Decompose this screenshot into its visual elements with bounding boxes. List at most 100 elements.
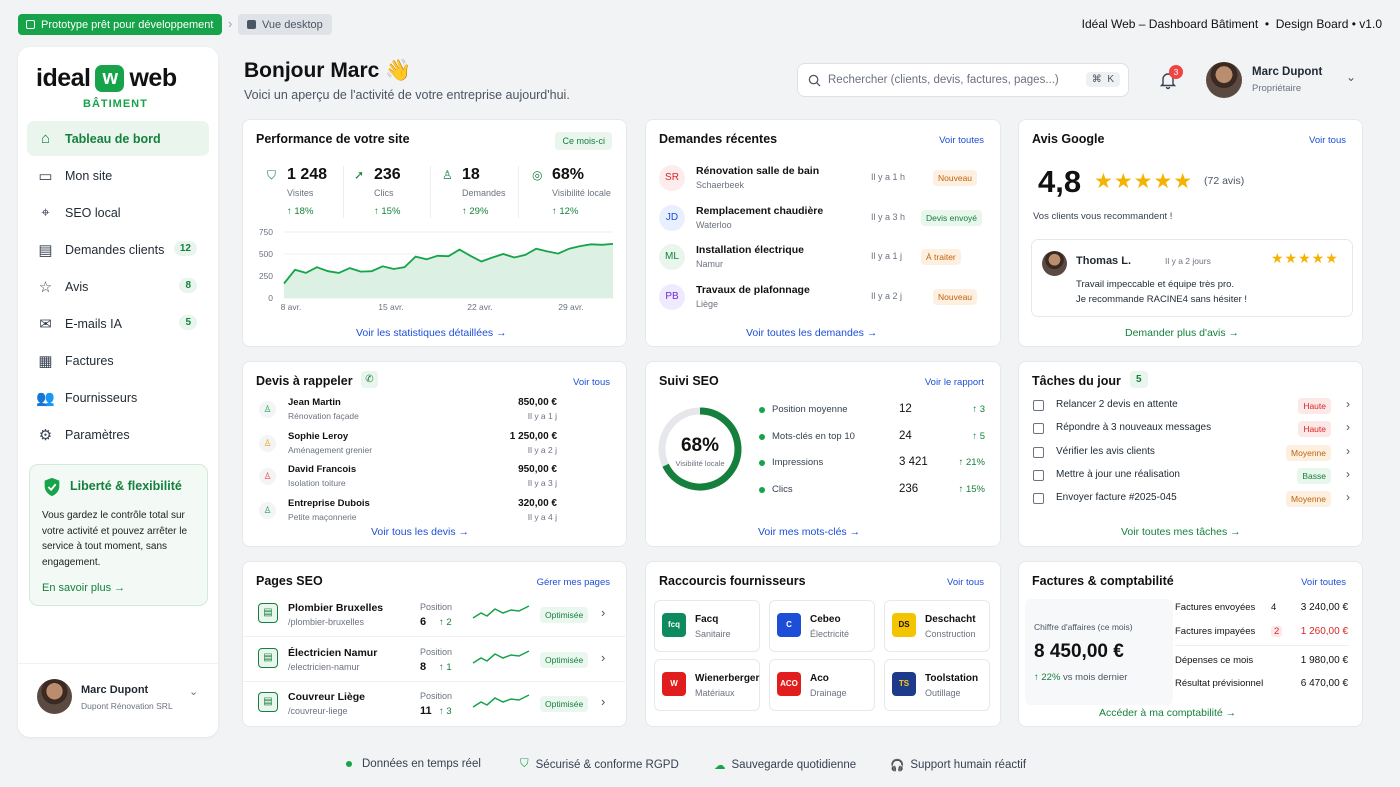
divider (1175, 645, 1349, 646)
header-user-name: Marc Dupont (1252, 66, 1323, 78)
task-checkbox[interactable] (1033, 400, 1044, 411)
dot-icon (346, 761, 352, 767)
priority-badge: Haute (1298, 421, 1331, 438)
seo-page-row[interactable]: ▤ Couvreur Liège /couvreur-liege Positio… (243, 686, 628, 726)
chevron-right-icon: › (1346, 397, 1350, 411)
header-avatar[interactable] (1206, 62, 1242, 98)
sidebar-item-4[interactable]: ☆ Avis 8 (27, 269, 209, 304)
x-tick-label: 15 avr. (378, 302, 404, 312)
search-input[interactable]: Rechercher (clients, devis, factures, pa… (797, 63, 1129, 97)
task-item[interactable]: Relancer 2 devis en attente Haute › (1019, 397, 1364, 417)
task-checkbox[interactable] (1033, 446, 1044, 458)
quote-item[interactable]: ♙ Jean Martin Rénovation façade 850,00 €… (243, 396, 628, 426)
view-all-reviews-link[interactable]: Voir tous (1309, 135, 1346, 146)
view-desktop-badge[interactable]: Vue desktop (238, 14, 332, 35)
task-item[interactable]: Envoyer facture #2025-045 Moyenne › (1019, 490, 1364, 510)
keywords-link[interactable]: Voir mes mots-clés → (758, 526, 861, 538)
seo-page-row[interactable]: ▤ Plombier Bruxelles /plombier-bruxelles… (243, 597, 628, 637)
series-line (283, 243, 614, 285)
suppliers-title: Raccourcis fournisseurs (659, 574, 806, 588)
user-icon: ♙ (259, 434, 276, 452)
sidebar-item-3[interactable]: ▤ Demandes clients 12 (27, 232, 209, 267)
request-item[interactable]: SR Rénovation salle de bain Schaerbeek I… (646, 164, 1002, 200)
seo-metric-row: Position moyenne 12 ↑ 3 (646, 403, 1002, 419)
period-select[interactable]: Ce mois-ci (555, 132, 612, 150)
rating-value: 4,8 (1038, 164, 1082, 199)
seo-title: Suivi SEO (659, 374, 719, 388)
all-tasks-link[interactable]: Voir toutes mes tâches → (1121, 526, 1241, 538)
user-icon: ♙ (259, 468, 276, 485)
user-icon: ♙ (259, 501, 276, 519)
y-tick-label: 250 (259, 271, 273, 281)
sidebar-item-1[interactable]: ▭ Mon site (38, 167, 113, 185)
user-icon: ♙ (259, 401, 276, 418)
view-all-invoices-link[interactable]: Voir toutes (1301, 577, 1346, 588)
supplier-aco[interactable]: ACO Aco Drainage (769, 659, 875, 711)
supplier-cebeo[interactable]: C Cebeo Électricité (769, 600, 875, 652)
shortcut-hint: ⌘ K (1085, 72, 1120, 87)
task-item[interactable]: Mettre à jour une réalisation Basse › (1019, 467, 1364, 487)
supplier-wienerberger[interactable]: W Wienerberger Matériaux (654, 659, 760, 711)
seo-page-row[interactable]: ▤ Électricien Namur /electricien-namur P… (243, 642, 628, 682)
all-quotes-link[interactable]: Voir tous les devis → (371, 526, 470, 538)
view-all-quotes-link[interactable]: Voir tous (573, 377, 610, 388)
tasks-title: Tâches du jour (1032, 374, 1121, 388)
dot-icon (759, 407, 765, 413)
sidebar-item-2[interactable]: ⌖ SEO local (27, 195, 209, 230)
arrow-right-icon: → (1227, 526, 1241, 538)
sidebar-item-6[interactable]: ▦ Factures (38, 352, 114, 370)
accounting-link[interactable]: Accéder à ma comptabilité → (1099, 707, 1237, 719)
trend-sparkline (472, 605, 530, 619)
check-icon (26, 20, 35, 29)
view-all-suppliers-link[interactable]: Voir tous (947, 577, 984, 588)
phone-icon: ✆ (361, 371, 378, 388)
task-item[interactable]: Répondre à 3 nouveaux messages Haute › (1019, 420, 1364, 440)
prototype-badge[interactable]: Prototype prêt pour développement (18, 14, 223, 35)
task-checkbox[interactable] (1033, 469, 1044, 481)
quote-item[interactable]: ♙ Sophie Leroy Aménagement grenier 1 250… (243, 430, 628, 460)
quote-item[interactable]: ♙ David Francois Isolation toiture 950,0… (243, 463, 628, 493)
learn-more-link[interactable]: En savoir plus → (42, 582, 126, 594)
manage-pages-link[interactable]: Gérer mes pages (536, 577, 610, 588)
supplier-facq[interactable]: fcq Facq Sanitaire (654, 600, 760, 652)
view-all-requests-link[interactable]: Voir toutes (939, 135, 984, 146)
greeting: Bonjour Marc 👋 Voici un aperçu de l'acti… (244, 59, 570, 102)
support-feature: 🎧 Support humain réactif (890, 759, 1027, 772)
shield-check-icon (44, 477, 60, 497)
revenue-delta: ↑ 22% vs mois dernier (1034, 672, 1128, 683)
request-item[interactable]: ML Installation électrique Namur Il y a … (646, 243, 1002, 279)
detailed-stats-link[interactable]: Voir les statistiques détaillées → (356, 327, 507, 339)
quotes-title: Devis à rappeler (256, 374, 353, 388)
gdpr-feature: ⛉ Sécurisé & conforme RGPD (520, 758, 679, 771)
notifications-button[interactable]: 3 (1158, 65, 1183, 92)
footer-features: Données en temps réel ⛉ Sécurisé & confor… (0, 756, 1400, 774)
supplier-deschacht[interactable]: DS Deschacht Construction (884, 600, 990, 652)
request-reviews-link[interactable]: Demander plus d'avis → (1125, 327, 1240, 339)
kpi-divider (343, 166, 344, 218)
sidebar-item-0[interactable]: ⌂ Tableau de bord (27, 121, 209, 156)
quote-item[interactable]: ♙ Entreprise Dubois Petite maçonnerie 32… (243, 497, 628, 527)
request-item[interactable]: PB Travaux de plafonnage Liège Il y a 2 … (646, 283, 1002, 319)
y-tick-label: 750 (259, 227, 273, 237)
requests-card: Demandes récentes Voir toutes SR Rénovat… (645, 119, 1001, 347)
task-checkbox[interactable] (1033, 423, 1044, 435)
request-item[interactable]: JD Remplacement chaudière Waterloo Il y … (646, 204, 1002, 240)
sidebar-item-8[interactable]: ⚙ Paramètres (38, 426, 130, 444)
finance-card: Factures & comptabilité Voir toutes Chif… (1018, 561, 1363, 727)
finance-row: Dépenses ce mois 1 980,00 € (1175, 655, 1348, 666)
supplier-toolstation[interactable]: TS Toolstation Outillage (884, 659, 990, 711)
task-checkbox[interactable] (1033, 493, 1044, 505)
view-report-link[interactable]: Voir le rapport (924, 377, 984, 388)
chevron-down-icon[interactable]: ⌄ (189, 686, 199, 698)
all-requests-link[interactable]: Voir toutes les demandes → (746, 327, 878, 339)
design-board-title: Idéal Web – Dashboard Bâtiment • Design … (1081, 17, 1382, 31)
task-item[interactable]: Vérifier les avis clients Moyenne › (1019, 444, 1364, 464)
chevron-down-icon[interactable]: ⌄ (1346, 70, 1357, 84)
sidebar-user[interactable]: Marc Dupont Dupont Rénovation SRL ⌄ (18, 663, 218, 737)
logo[interactable]: ideal w web (36, 64, 177, 92)
sidebar-item-5[interactable]: ✉ E-mails IA 5 (27, 306, 209, 341)
review-stars: ★★★★★ (1271, 250, 1339, 266)
trend-sparkline (472, 649, 530, 664)
sidebar-item-7[interactable]: 👥 Fournisseurs (36, 389, 138, 407)
star-icon: ☆ (38, 278, 53, 296)
